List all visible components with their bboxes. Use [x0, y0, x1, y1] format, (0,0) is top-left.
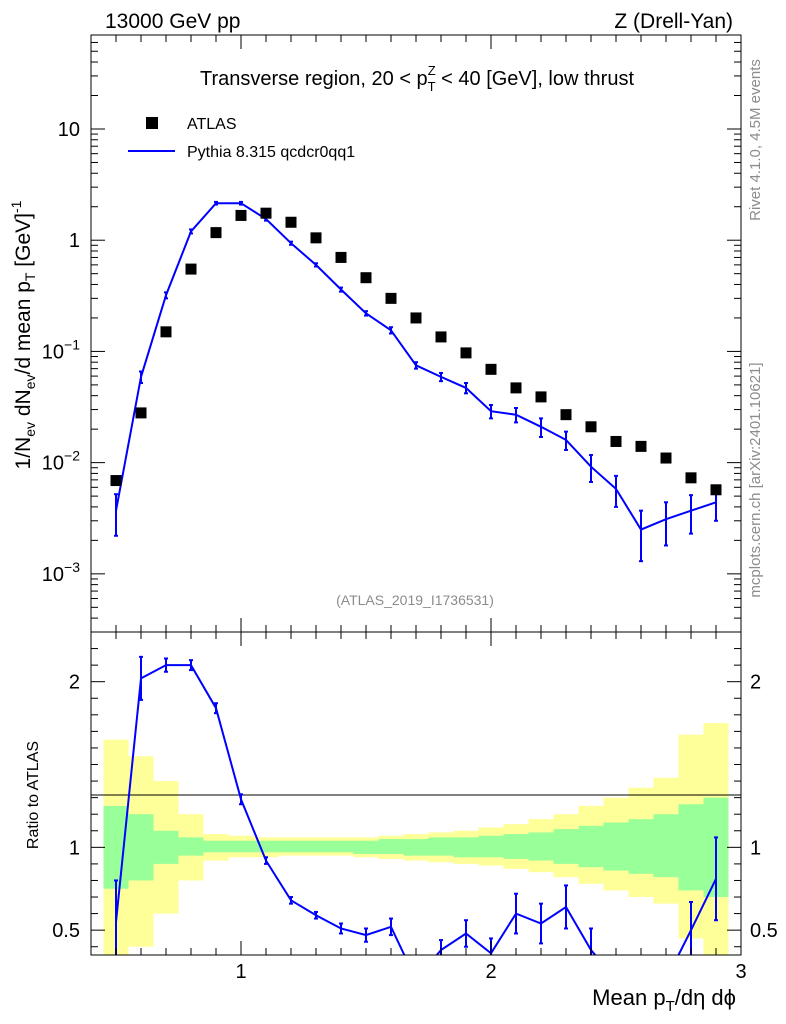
- ratio-y-axis-label: Ratio to ATLAS: [25, 741, 42, 849]
- atlas-data-point: [410, 312, 422, 324]
- x-tick-labels: 1 2 3: [235, 961, 746, 983]
- legend-atlas-marker: [146, 117, 158, 129]
- ratio-green-band: [378, 839, 404, 854]
- x-axis-label: Mean pT/dη dϕ: [592, 985, 736, 1015]
- mcplots-reference-label: mcplots.cern.ch [arXiv:2401.10621]: [747, 362, 764, 597]
- atlas-data-point: [610, 435, 622, 447]
- ratio-green-band: [328, 840, 354, 853]
- main-y-tick-label: 10−1: [42, 336, 80, 363]
- ratio-green-band: [553, 829, 579, 864]
- ratio-green-band: [478, 835, 504, 858]
- ratio-panel: 0.5 0.5 1 1 2 2 1 2 3 Ratio to ATLAS Mean pT/dη…: [25, 631, 778, 1015]
- ratio-green-band: [303, 840, 329, 853]
- ratio-green-band: [403, 839, 429, 856]
- ratio-green-band: [603, 822, 629, 871]
- atlas-data-point: [435, 331, 447, 343]
- main-data-layer: [110, 200, 722, 563]
- ratio-y-tick-label-right: 1: [750, 837, 761, 859]
- ratio-y-tick-label-right: 2: [750, 672, 761, 694]
- atlas-data-point: [235, 209, 247, 221]
- ratio-green-band: [428, 837, 454, 856]
- ratio-y-tick-label-left: 0.5: [52, 920, 80, 942]
- atlas-data-point: [285, 216, 297, 228]
- main-y-tick-label: 10−2: [42, 448, 80, 475]
- ratio-y-tick-label-left: 1: [69, 837, 80, 859]
- atlas-data-point: [135, 407, 147, 419]
- atlas-data-point: [360, 272, 372, 284]
- ratio-green-band: [578, 825, 604, 868]
- main-y-tick-labels: 10−3 10−2 10−1 1 10: [42, 119, 80, 586]
- main-y-axis-label: 1/Nev dNev/d mean pT [GeV]-1: [8, 200, 38, 469]
- atlas-data-point: [335, 251, 347, 263]
- ratio-uncertainty-bands: [103, 723, 729, 955]
- ratio-green-band: [678, 804, 704, 891]
- ratio-green-band: [153, 830, 179, 864]
- ratio-green-band: [528, 832, 554, 861]
- main-plot-title: Transverse region, 20 < pZ T < 40 [GeV], …: [200, 63, 634, 94]
- atlas-data-point: [710, 484, 722, 496]
- main-y-tick-label: 1: [69, 230, 80, 252]
- atlas-data-point: [385, 292, 397, 304]
- atlas-data-point: [560, 409, 572, 421]
- legend: ATLAS Pythia 8.315 qcdcr0qq1: [128, 116, 355, 161]
- ratio-green-band: [653, 814, 679, 878]
- ratio-green-band: [353, 840, 379, 854]
- ratio-green-band: [253, 840, 279, 853]
- main-axis-ticks: [91, 34, 741, 633]
- atlas-data-point: [160, 326, 172, 338]
- ratio-green-band: [228, 840, 254, 853]
- x-tick-label: 1: [235, 961, 246, 983]
- ratio-clipped-group: [114, 655, 718, 955]
- ratio-green-band: [178, 837, 204, 856]
- ratio-axis-ticks: [91, 632, 741, 955]
- atlas-data-point: [635, 440, 647, 452]
- ratio-data-layer: [114, 655, 718, 955]
- x-tick-label: 3: [735, 961, 746, 983]
- x-tick-label: 2: [485, 961, 496, 983]
- atlas-data-point: [185, 263, 197, 275]
- analysis-watermark: (ATLAS_2019_I1736531): [336, 592, 494, 608]
- atlas-data-point: [485, 363, 497, 375]
- ratio-y-tick-label-right: 0.5: [750, 920, 778, 942]
- legend-pythia-label: Pythia 8.315 qcdcr0qq1: [187, 144, 355, 161]
- rivet-version-label: Rivet 4.1.0, 4.5M events: [747, 59, 764, 221]
- atlas-data-point: [535, 391, 547, 403]
- main-y-tick-label: 10: [58, 119, 80, 141]
- atlas-data-point: [585, 421, 597, 433]
- ratio-green-band: [203, 840, 229, 853]
- atlas-data-point: [660, 452, 672, 464]
- atlas-data-point: [310, 232, 322, 244]
- ratio-green-band: [278, 840, 304, 853]
- main-panel: Transverse region, 20 < pZ T < 40 [GeV], …: [8, 34, 742, 633]
- ratio-green-band: [128, 814, 154, 881]
- legend-atlas-label: ATLAS: [187, 116, 237, 133]
- atlas-data-point: [110, 475, 122, 487]
- main-y-tick-label: 10−3: [42, 559, 80, 586]
- atlas-data-point: [210, 227, 222, 239]
- ratio-green-band: [503, 834, 529, 859]
- header-right-label: Z (Drell-Yan): [614, 10, 733, 33]
- atlas-data-point: [685, 472, 697, 484]
- ratio-green-band: [453, 837, 479, 858]
- header-left-label: 13000 GeV pp: [105, 10, 240, 33]
- ratio-green-band: [628, 819, 654, 874]
- ratio-y-tick-labels: 0.5 0.5 1 1 2 2: [52, 672, 778, 942]
- atlas-data-point: [460, 347, 472, 359]
- ratio-y-tick-label-left: 2: [69, 672, 80, 694]
- atlas-data-point: [260, 207, 272, 219]
- atlas-data-point: [510, 382, 522, 394]
- ratio-green-band: [103, 805, 129, 889]
